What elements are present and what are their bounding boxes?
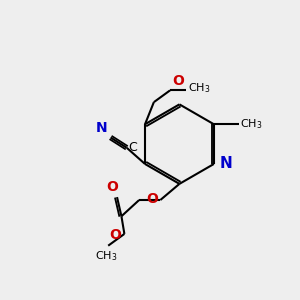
Text: O: O [110,228,122,242]
Text: C: C [128,141,137,154]
Text: CH$_3$: CH$_3$ [95,249,118,263]
Text: O: O [172,74,184,88]
Text: CH$_3$: CH$_3$ [240,117,263,131]
Text: O: O [146,192,158,206]
Text: N: N [220,157,233,172]
Text: N: N [96,121,108,134]
Text: O: O [107,180,118,194]
Text: CH$_3$: CH$_3$ [188,81,210,95]
